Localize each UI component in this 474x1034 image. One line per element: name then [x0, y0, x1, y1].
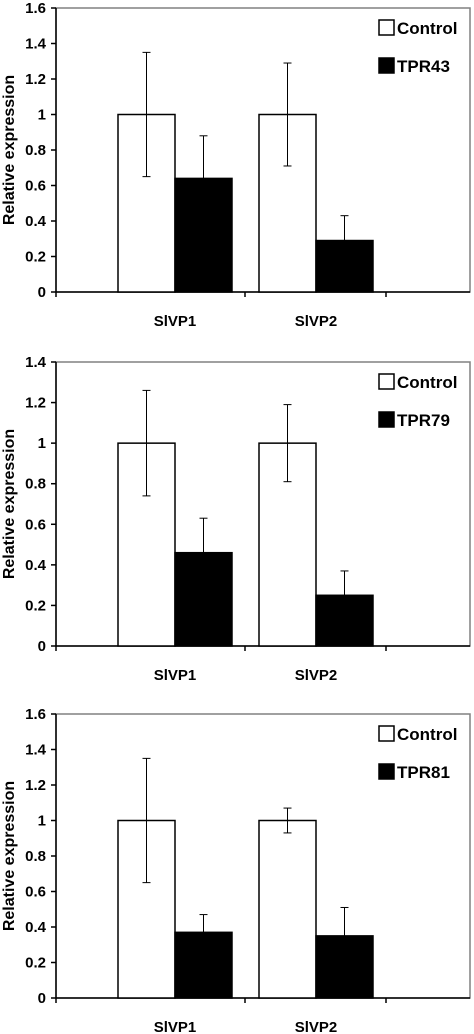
bar-control-slvp2 [258, 819, 317, 999]
legend-label-tpr81: TPR81 [397, 763, 450, 782]
x-tick-label: SlVP2 [295, 1019, 338, 1034]
x-tick-label: SlVP2 [295, 313, 338, 330]
legend-swatch-control [378, 19, 395, 36]
bar-tpr43-slvp2 [315, 239, 374, 293]
y-tick-label: 1.4 [25, 36, 47, 53]
y-tick-label: 1 [38, 435, 46, 452]
y-tick-label: 1.2 [25, 71, 46, 88]
y-tick-label: 0 [38, 284, 46, 301]
y-tick-label: 0.2 [25, 249, 46, 266]
x-tick-label: SlVP2 [295, 667, 338, 684]
legend-label-control: Control [397, 725, 457, 744]
y-tick-label: 1.2 [25, 777, 46, 794]
legend-swatch-tpr79 [378, 411, 395, 428]
x-tick-label: SlVP1 [154, 1019, 197, 1034]
y-tick-label: 0.4 [25, 919, 47, 936]
y-tick-label: 1 [38, 813, 46, 830]
x-tick-label: SlVP1 [154, 667, 197, 684]
y-axis-title: Relative expression [1, 75, 18, 225]
legend-swatch-tpr81 [378, 763, 395, 780]
y-tick-label: 0.4 [25, 557, 47, 574]
chart-panel-2: 0 0.2 0.4 0.6 0.8 1 1.2 1.4 Relative expression S… [1, 354, 471, 684]
y-tick-label: 0 [38, 638, 46, 655]
legend-swatch-control [378, 373, 395, 390]
y-tick-label: 0 [38, 990, 46, 1007]
legend-label-control: Control [397, 373, 457, 392]
y-tick-label: 0.2 [25, 597, 46, 614]
legend-swatch-tpr43 [378, 57, 395, 74]
y-tick-label: 0.6 [25, 178, 46, 195]
y-tick-label: 0.4 [25, 213, 47, 230]
y-axis-title: Relative expression [1, 781, 18, 931]
y-tick-label: 0.2 [25, 955, 46, 972]
x-tick-label: SlVP1 [154, 313, 197, 330]
legend-swatch-control [378, 725, 395, 742]
y-tick-label: 0.8 [25, 142, 46, 159]
y-tick-label: 0.6 [25, 516, 46, 533]
legend-label-control: Control [397, 19, 457, 38]
y-tick-label: 0.6 [25, 884, 46, 901]
legend-label-tpr43: TPR43 [397, 57, 450, 76]
y-tick-label: 1.6 [25, 706, 46, 723]
y-axis-title: Relative expression [1, 429, 18, 579]
y-tick-label: 1 [38, 107, 46, 124]
y-tick-label: 0.8 [25, 848, 46, 865]
legend-label-tpr79: TPR79 [397, 411, 450, 430]
y-tick-label: 1.4 [25, 354, 47, 371]
y-tick-label: 0.8 [25, 476, 46, 493]
chart-panel-3: 0 0.2 0.4 0.6 0.8 1 1.2 1.4 1.6 Relative expressi… [1, 706, 471, 1034]
y-tick-label: 1.6 [25, 0, 46, 17]
y-tick-label: 1.4 [25, 742, 47, 759]
y-tick-label: 1.2 [25, 395, 46, 412]
chart-panel-1: 0 0.2 0.4 0.6 0.8 1 1.2 1.4 1.6 Relative expressi… [1, 0, 471, 330]
